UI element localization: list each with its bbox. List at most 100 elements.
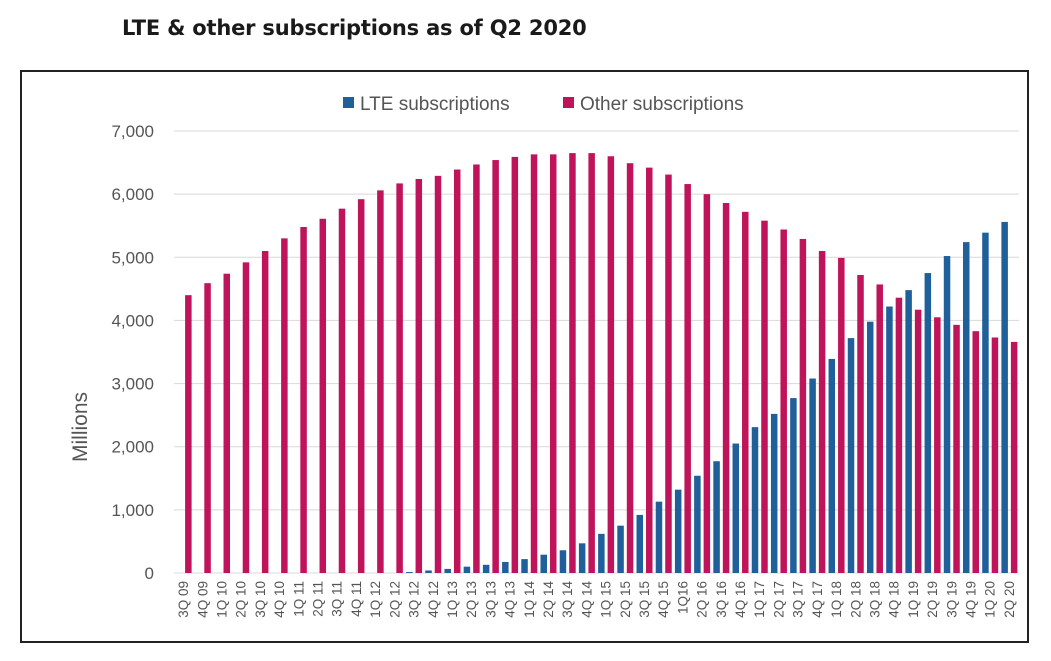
bar-other (415, 178, 423, 573)
bar-other (607, 156, 615, 573)
x-tick-label: 2Q 10 (234, 581, 249, 618)
bar-other (742, 211, 749, 573)
bar-lte (1001, 221, 1008, 573)
x-tick-label: 2Q 12 (387, 581, 402, 618)
bar-other (914, 309, 922, 573)
x-tick-label: 2Q 14 (541, 581, 556, 618)
x-tick-label: 1Q16 (675, 581, 690, 614)
x-tick-label: 3Q 14 (560, 581, 575, 618)
x-tick-label: 1Q 14 (522, 581, 537, 618)
x-tick-label: 1Q 18 (829, 581, 844, 618)
bar-lte (636, 514, 644, 573)
x-tick-label: 4Q 17 (810, 581, 825, 618)
bar-other (377, 190, 384, 573)
x-tick-label: 4Q 10 (272, 581, 287, 618)
bar-other (818, 250, 826, 573)
bar-other (396, 183, 403, 573)
bar-other (895, 297, 903, 573)
x-tick-label: 3Q 12 (407, 581, 422, 618)
bar-other (357, 199, 365, 573)
bar-lte (502, 561, 509, 573)
bar-other (684, 184, 691, 573)
bar-other (473, 164, 480, 574)
bar-lte (905, 290, 912, 573)
bar-other (223, 273, 231, 573)
bar-other (1010, 341, 1018, 573)
x-tick-label: 2Q 11 (311, 581, 326, 617)
bar-other (261, 250, 269, 573)
x-tick-label: 1Q 10 (215, 581, 230, 618)
bars (185, 153, 1018, 574)
bar-lte (982, 232, 989, 573)
bar-lte (847, 338, 855, 573)
y-tick-label: 1,000 (111, 501, 154, 520)
bar-lte (463, 566, 471, 573)
bar-other (722, 202, 730, 574)
bar-lte (943, 256, 951, 573)
bar-other (588, 153, 595, 573)
bar-other (338, 208, 346, 573)
page-title: LTE & other subscriptions as of Q2 2020 (122, 16, 587, 40)
bar-other (319, 218, 327, 574)
x-tick-label: 3Q 16 (714, 581, 729, 618)
bar-lte (578, 543, 586, 573)
bar-lte (790, 398, 797, 573)
bar-other (838, 257, 845, 573)
bar-other (876, 284, 883, 573)
x-tick-label: 2Q 19 (925, 581, 940, 618)
bar-other (646, 167, 653, 573)
y-tick-label: 4,000 (111, 311, 154, 330)
x-tick-label: 4Q 11 (349, 581, 364, 617)
x-tick-label: 4Q 09 (195, 581, 210, 618)
bar-lte (540, 554, 547, 573)
bar-lte (770, 413, 778, 573)
grid-lines (174, 130, 1019, 574)
x-tick-label: 1Q 12 (368, 581, 383, 618)
bar-lte (559, 550, 567, 573)
y-axis-ticks: 0 1,000 2,000 3,000 4,000 5,000 6,000 7,000 (111, 122, 154, 583)
bar-lte (655, 501, 663, 573)
y-tick-label: 7,000 (111, 122, 154, 141)
bar-lte (732, 443, 740, 573)
bar-lte (924, 273, 932, 573)
y-tick-label: 6,000 (111, 185, 154, 204)
x-tick-label: 4Q 12 (426, 581, 441, 618)
bar-other (934, 317, 941, 573)
legend: LTE subscriptions Other subscriptions (343, 94, 744, 115)
x-tick-label: 3Q 17 (791, 581, 806, 618)
bar-other (991, 337, 999, 573)
x-tick-label: 3Q 09 (176, 581, 191, 618)
legend-swatch-lte (343, 97, 354, 108)
y-tick-label: 2,000 (111, 438, 154, 457)
bar-lte (617, 525, 624, 573)
y-tick-label: 5,000 (111, 248, 154, 267)
bar-lte (406, 572, 413, 573)
x-tick-label: 4Q 19 (963, 581, 978, 618)
bar-other (453, 169, 461, 573)
bar-lte (694, 475, 701, 573)
bar-other (569, 153, 576, 573)
bar-lte (444, 568, 451, 573)
x-tick-label: 2Q 16 (695, 581, 710, 618)
x-tick-label: 2Q 20 (1002, 581, 1017, 618)
bar-lte (425, 570, 432, 573)
x-tick-label: 2Q 15 (618, 581, 633, 618)
x-tick-label: 3Q 19 (944, 581, 959, 618)
bar-lte (962, 242, 970, 574)
legend-label-other: Other subscriptions (580, 94, 744, 115)
x-tick-label: 4Q 15 (656, 581, 671, 618)
x-tick-label: 1Q 11 (291, 581, 306, 617)
bar-other (549, 154, 557, 573)
x-tick-label: 4Q 14 (579, 581, 594, 618)
bar-lte (751, 427, 759, 573)
y-tick-label: 3,000 (111, 375, 154, 394)
bar-lte (866, 321, 874, 573)
bar-lte (713, 461, 720, 573)
x-tick-label: 4Q 18 (887, 581, 902, 618)
bar-lte (828, 358, 836, 573)
bar-lte (598, 533, 605, 573)
bar-other (780, 229, 787, 573)
bar-other (799, 238, 807, 573)
x-tick-label: 2Q 13 (464, 581, 479, 618)
chart-frame: 0 1,000 2,000 3,000 4,000 5,000 6,000 7,000 Mil… (20, 70, 1029, 643)
